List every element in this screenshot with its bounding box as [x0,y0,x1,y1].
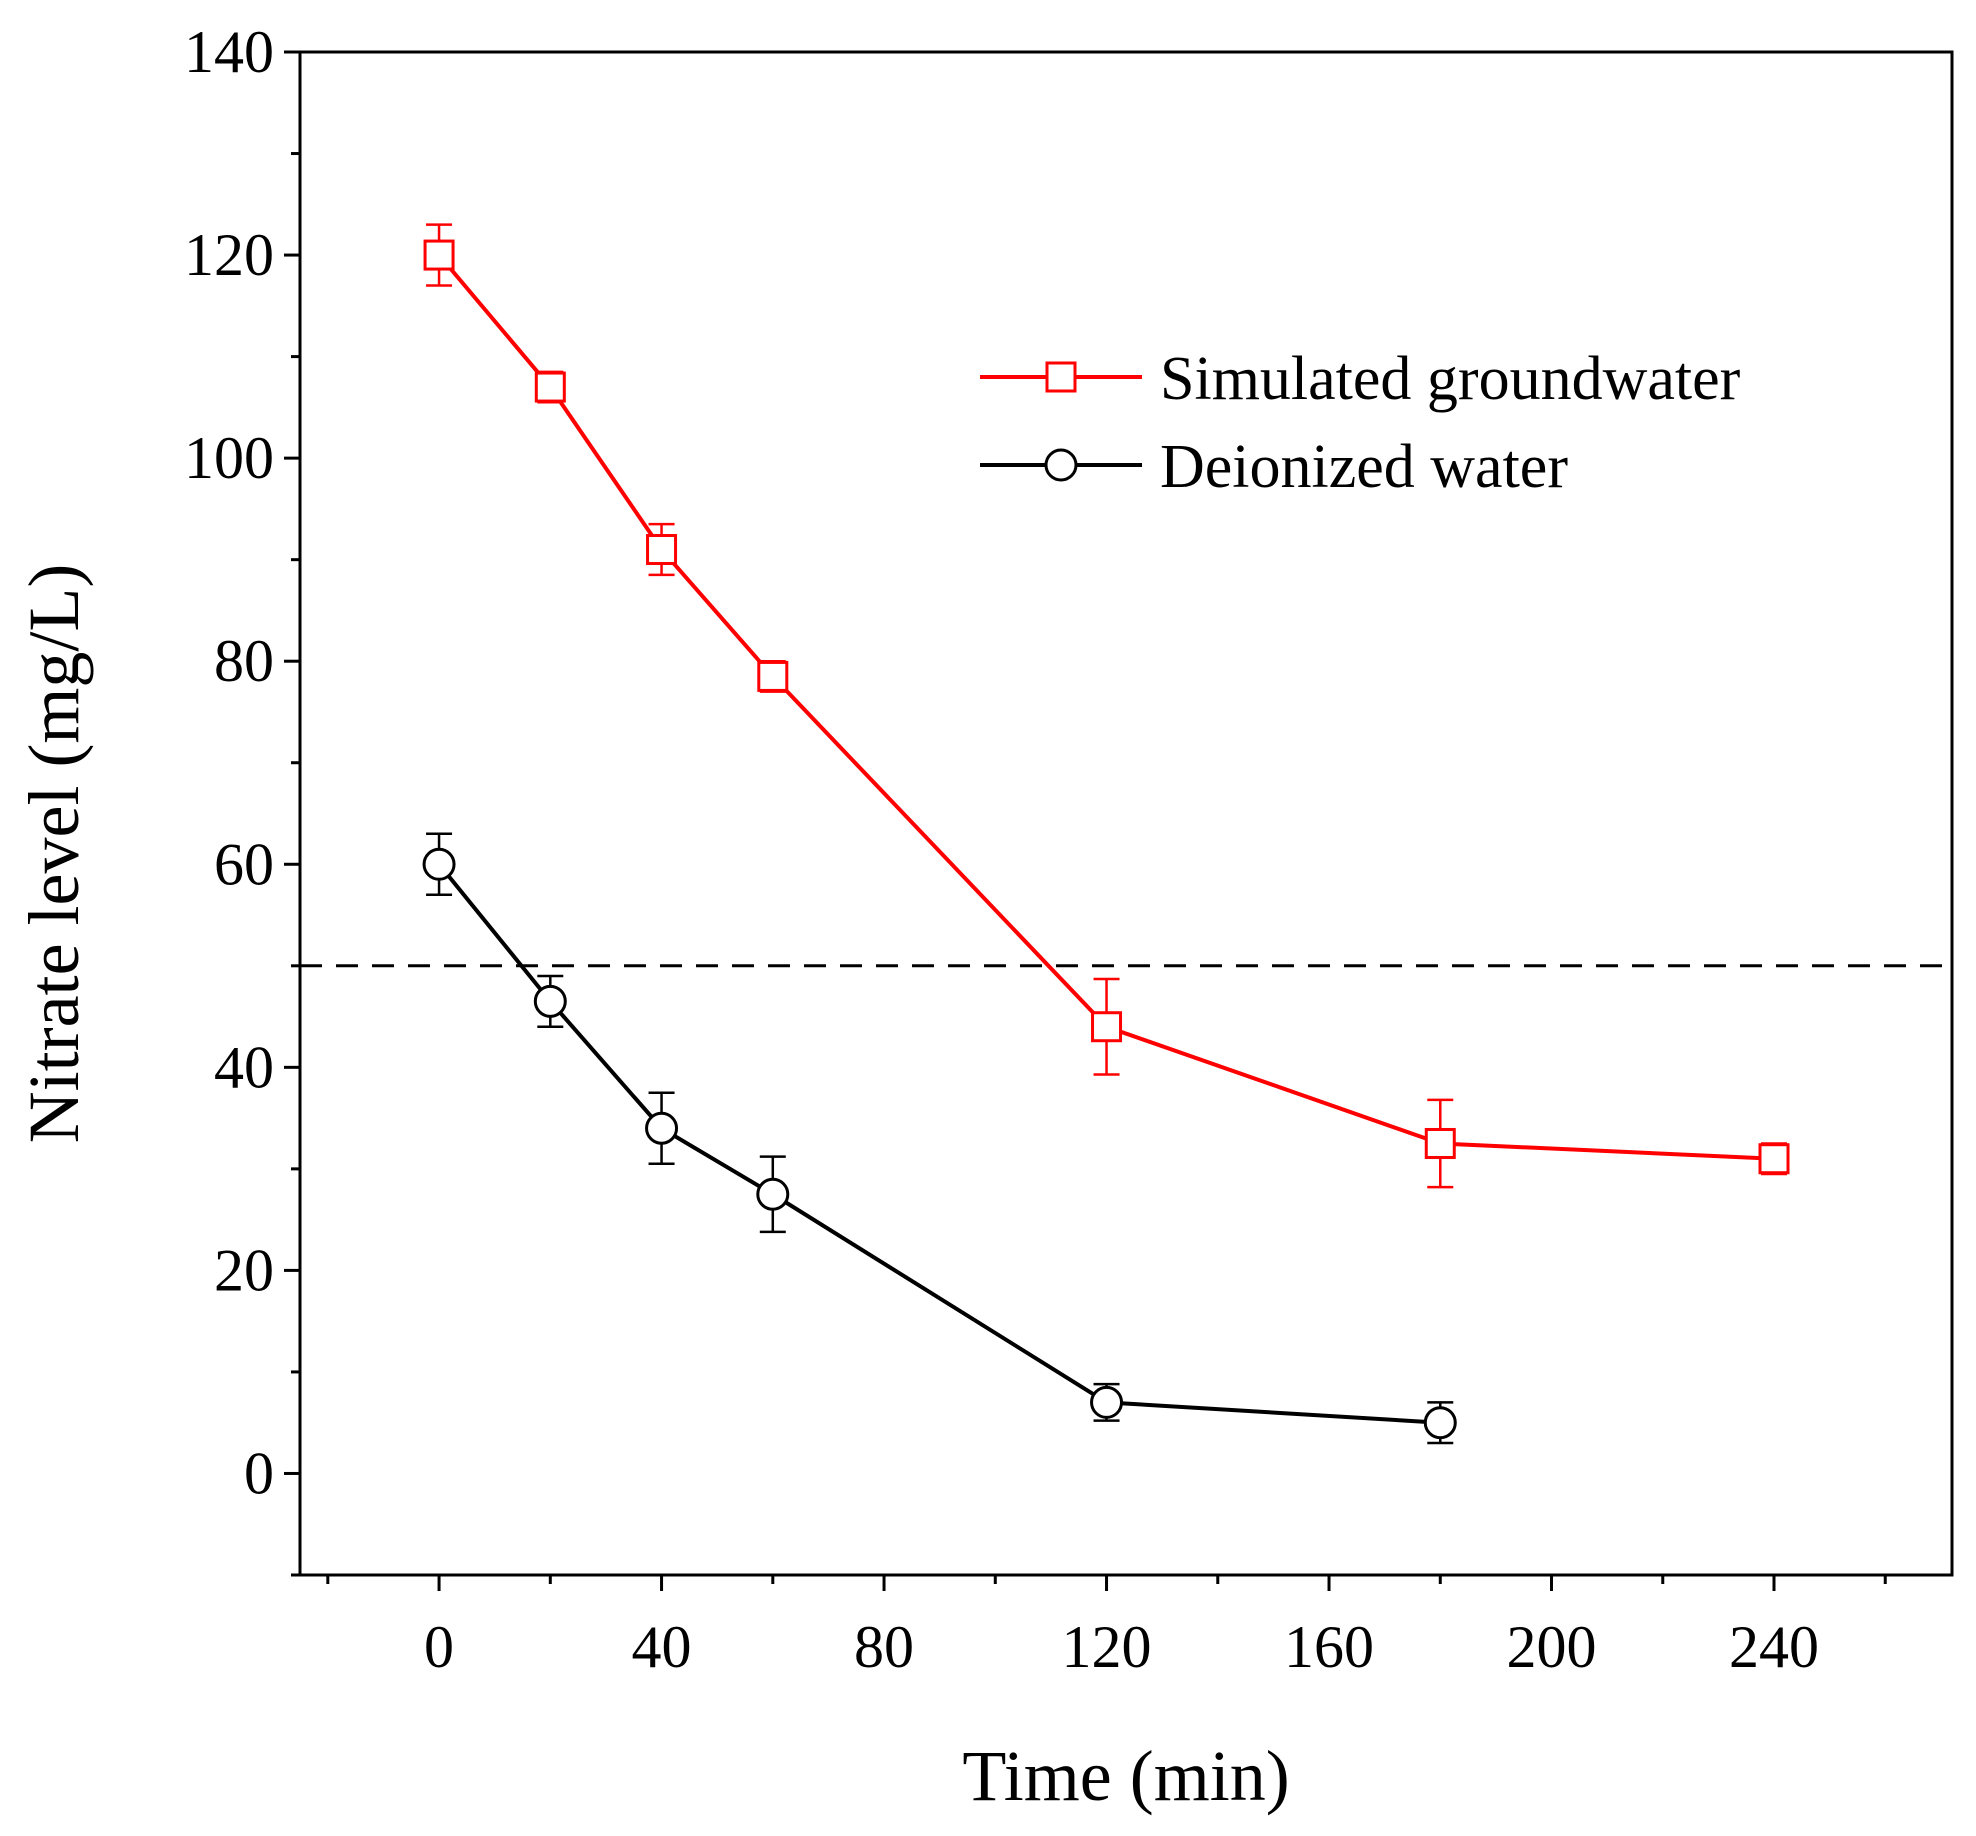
y-tick-label: 80 [214,628,274,694]
data-point [756,1177,790,1211]
legend-label: Simulated groundwater [1160,345,1741,413]
plot-frame [298,50,1954,1577]
x-tick-label: 40 [632,1614,692,1680]
y-tick-label: 60 [214,831,274,897]
series-square-group [423,223,1790,1189]
data-point [1423,1406,1457,1440]
data-point [422,847,456,881]
data-point [1091,1011,1123,1043]
x-tick-label: 160 [1284,1614,1374,1680]
x-tick-label: 80 [854,1614,914,1680]
data-point [534,371,566,403]
legend-label: Deionized water [1160,433,1568,501]
data-point [757,660,789,692]
series-line [437,863,1441,1425]
data-point [423,239,455,271]
y-tick-label: 0 [244,1440,274,1506]
legend-marker-square [1045,361,1077,393]
x-tick-label: 120 [1062,1614,1152,1680]
x-tick-label: 240 [1729,1614,1819,1680]
data-point [1424,1127,1456,1159]
x-tick-label: 200 [1507,1614,1597,1680]
y-tick-label: 20 [214,1237,274,1303]
series-circle-group [422,832,1457,1445]
data-point [1090,1385,1124,1419]
x-tick-label: 0 [424,1614,454,1680]
y-axis-title: Nitrate level (mg/L) [14,564,94,1144]
legend-entry: Deionized water [980,433,1568,501]
data-point [1758,1143,1790,1175]
data-point [533,984,567,1018]
y-tick-label: 140 [184,19,274,85]
y-tick-label: 120 [184,222,274,288]
y-tick-label: 40 [214,1034,274,1100]
data-point [645,1111,679,1145]
y-tick-label: 100 [184,425,274,491]
x-axis-title: Time (min) [962,1736,1289,1816]
legend-entry: Simulated groundwater [980,345,1741,413]
legend-marker-circle [1044,448,1078,482]
data-point [646,534,678,566]
